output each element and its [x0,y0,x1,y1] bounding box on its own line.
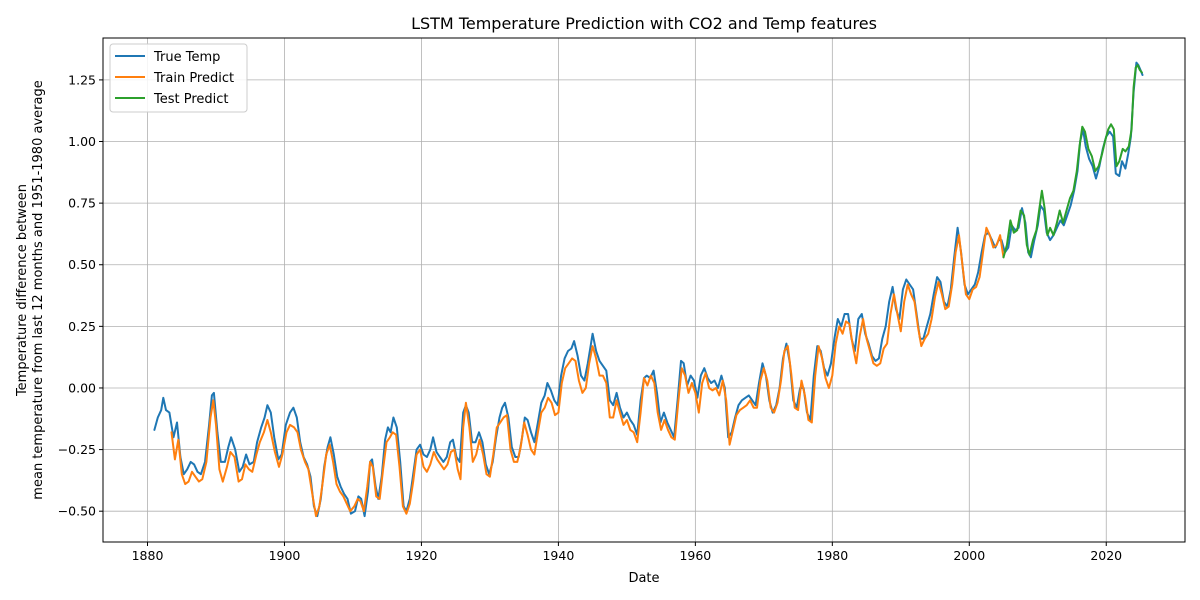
y-tick-label: 0.25 [68,319,96,334]
y-axis-title: Temperature difference between mean temp… [15,80,46,499]
plot-frame [102,37,1186,543]
y-tick-label: −0.50 [58,504,96,519]
x-tick-label: 1920 [406,548,438,563]
legend-label-true-temp: True Temp [153,50,220,65]
legend-box [109,43,248,113]
grid-lines [103,38,1185,542]
x-tick-label: 1960 [679,548,711,563]
x-tick-label: 2000 [953,548,985,563]
y-tick-label: 1.00 [68,134,96,149]
series-line-test-predict [1002,64,1143,259]
y-tick-label: −0.25 [58,442,96,457]
series-line-true-temp [153,226,993,518]
y-tick-label: 0.75 [68,196,96,211]
chart-title: LSTM Temperature Prediction with CO2 and… [411,14,877,33]
x-tick-label: 1940 [542,548,574,563]
legend-label-train-predict: Train Predict [153,71,234,86]
y-tick-label: 0.00 [68,380,96,395]
series-lines [153,61,1144,518]
x-axis-title: Date [628,571,659,586]
y-tick-label: 1.25 [68,72,96,87]
x-tick-label: 1900 [269,548,301,563]
series-line-train-predict [170,226,1005,518]
axis-ticks: 1880 1900 1920 1940 1960 1980 2000 2020 −0.50 −0.… [58,72,1123,563]
y-axis-title-line-1: Temperature difference between [15,184,30,397]
y-axis-title-line-2: mean temperature from last 12 months and… [31,80,46,499]
x-tick-label: 2020 [1090,548,1122,563]
x-tick-label: 1980 [816,548,848,563]
legend-label-test-predict: Test Predict [153,92,229,107]
x-tick-label: 1880 [132,548,164,563]
legend: True Temp Train Predict Test Predict [109,43,248,113]
y-tick-label: 0.50 [68,257,96,272]
